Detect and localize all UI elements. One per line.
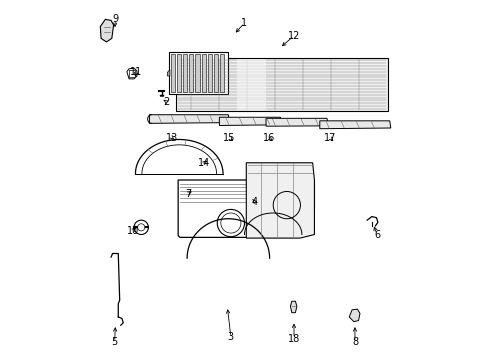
Polygon shape: [169, 51, 228, 94]
Polygon shape: [348, 309, 359, 321]
Text: 11: 11: [130, 67, 142, 77]
Polygon shape: [189, 54, 193, 92]
Polygon shape: [167, 69, 169, 76]
Text: 4: 4: [251, 197, 257, 207]
Polygon shape: [126, 68, 137, 79]
Text: 7: 7: [184, 189, 191, 199]
Polygon shape: [207, 54, 212, 92]
Text: 5: 5: [111, 337, 118, 347]
Polygon shape: [265, 118, 328, 126]
Polygon shape: [246, 163, 314, 238]
Text: 9: 9: [112, 14, 118, 24]
Polygon shape: [170, 54, 175, 92]
Text: 12: 12: [287, 31, 300, 41]
Polygon shape: [195, 54, 199, 92]
Text: 16: 16: [262, 133, 274, 143]
Polygon shape: [177, 54, 181, 92]
Polygon shape: [237, 59, 265, 110]
Polygon shape: [201, 54, 205, 92]
Text: 17: 17: [323, 133, 335, 143]
Polygon shape: [176, 58, 387, 111]
Polygon shape: [213, 54, 218, 92]
Text: 8: 8: [351, 337, 357, 347]
Text: 15: 15: [223, 133, 235, 143]
Text: 3: 3: [227, 332, 233, 342]
Text: 6: 6: [373, 230, 380, 239]
Text: 14: 14: [198, 158, 210, 168]
Text: 2: 2: [163, 97, 169, 107]
Polygon shape: [219, 117, 282, 126]
Text: 18: 18: [287, 333, 300, 343]
Polygon shape: [178, 180, 314, 237]
Text: 1: 1: [241, 18, 247, 28]
Polygon shape: [129, 70, 135, 77]
Polygon shape: [183, 54, 187, 92]
Polygon shape: [290, 301, 296, 313]
Polygon shape: [100, 19, 113, 42]
Polygon shape: [149, 115, 229, 123]
Polygon shape: [319, 121, 390, 129]
Polygon shape: [220, 54, 224, 92]
Text: 10: 10: [126, 226, 139, 236]
Text: 13: 13: [165, 133, 178, 143]
